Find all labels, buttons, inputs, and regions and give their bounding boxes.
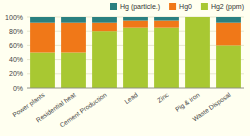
y-tick-label: 0%	[13, 85, 23, 92]
bar-segment	[61, 53, 86, 89]
bar-segment	[30, 17, 55, 23]
y-tick-label: 20%	[9, 70, 23, 77]
y-tick-label: 80%	[9, 28, 23, 35]
legend-swatch	[201, 3, 208, 10]
plot-area	[27, 17, 244, 88]
x-tick-label: Cement Production	[58, 91, 108, 129]
legend-swatch	[169, 3, 176, 10]
grid-line	[27, 88, 244, 89]
bar-segment	[154, 21, 179, 28]
legend-label: Hg (particle.)	[120, 3, 160, 11]
legend-item: Hg2 (ppm)	[201, 3, 244, 11]
bar-segment	[123, 17, 148, 21]
chart: 0%20%40%60%80%100%Power plantsResidentia…	[0, 0, 250, 136]
legend-item: Hg0	[169, 3, 192, 11]
legend-label: Hg0	[179, 3, 192, 11]
legend-item: Hg (particle.)	[110, 3, 160, 11]
bar-segment	[216, 17, 241, 23]
bar-segment	[123, 28, 148, 88]
y-tick-label: 60%	[9, 42, 23, 49]
legend: Hg (particle.) Hg0 Hg2 (ppm)	[110, 3, 244, 11]
bar-segment	[92, 17, 117, 23]
x-tick-label: Lead	[123, 91, 139, 105]
bar-segment	[92, 23, 117, 32]
bar-segment	[154, 28, 179, 88]
x-tick-label: Pig & iron	[174, 91, 202, 114]
bar-segment	[154, 17, 179, 21]
legend-swatch	[110, 3, 117, 10]
bar-segment	[185, 17, 210, 18]
bar-segment	[61, 17, 86, 23]
bar-segment	[185, 17, 210, 88]
bar-segment	[216, 45, 241, 88]
bars	[30, 17, 241, 88]
bar-segment	[185, 17, 210, 18]
y-tick-label: 100%	[5, 14, 23, 21]
bar-segment	[61, 23, 86, 53]
x-axis	[27, 88, 244, 89]
bar-segment	[30, 23, 55, 53]
bar-segment	[30, 53, 55, 89]
bar-segment	[216, 23, 241, 46]
bar-segment	[92, 31, 117, 88]
legend-label: Hg2 (ppm)	[211, 3, 244, 11]
y-tick-label: 40%	[9, 56, 23, 63]
x-tick-label: Waste Disposal	[191, 91, 233, 124]
bar-segment	[123, 21, 148, 28]
x-tick-label: Zinc	[156, 91, 171, 104]
